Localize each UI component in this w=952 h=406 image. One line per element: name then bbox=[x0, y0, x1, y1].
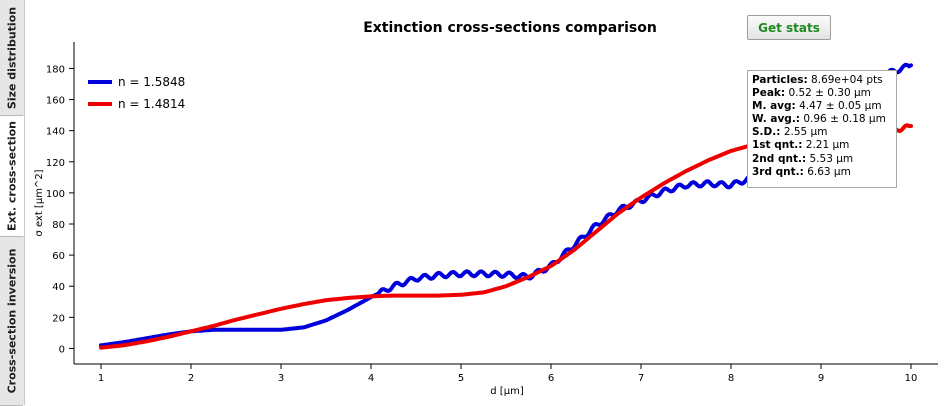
stats-row: 2nd qnt.: 5.53 µm bbox=[752, 153, 892, 166]
tab-size-distribution[interactable]: Size distribution bbox=[0, 0, 23, 116]
stats-row: Peak: 0.52 ± 0.30 µm bbox=[752, 87, 892, 100]
legend-label-1: n = 1.4814 bbox=[118, 97, 185, 111]
stats-label: M. avg: bbox=[752, 100, 796, 113]
stats-label: Peak: bbox=[752, 87, 786, 100]
stats-row: Particles: 8.69e+04 pts bbox=[752, 74, 892, 87]
stats-label: 1st qnt.: bbox=[752, 139, 803, 152]
y-tick-label: 0 bbox=[59, 344, 65, 355]
stats-panel: Particles: 8.69e+04 pts Peak: 0.52 ± 0.3… bbox=[747, 70, 897, 188]
x-tick-label: 8 bbox=[728, 373, 734, 384]
stats-value: 2.21 µm bbox=[805, 139, 850, 152]
x-tick-label: 3 bbox=[278, 373, 284, 384]
y-tick-label: 80 bbox=[52, 220, 65, 231]
x-tick-label: 4 bbox=[368, 373, 374, 384]
stats-row: 3rd qnt.: 6.63 µm bbox=[752, 166, 892, 179]
stats-row: S.D.: 2.55 µm bbox=[752, 126, 892, 139]
stats-value: 4.47 ± 0.05 µm bbox=[799, 100, 882, 113]
stats-row: 1st qnt.: 2.21 µm bbox=[752, 139, 892, 152]
y-tick-label: 20 bbox=[52, 313, 65, 324]
y-tick-label: 160 bbox=[46, 96, 65, 107]
stats-value: 5.53 µm bbox=[809, 152, 854, 165]
y-tick-label: 140 bbox=[46, 127, 65, 138]
y-tick-label: 180 bbox=[46, 64, 65, 75]
x-tick-label: 7 bbox=[638, 373, 644, 384]
stats-label: 2nd qnt.: bbox=[752, 152, 807, 165]
stats-label: W. avg.: bbox=[752, 113, 801, 126]
y-tick-label: 120 bbox=[46, 158, 65, 169]
stats-value: 2.55 µm bbox=[783, 126, 828, 139]
stats-value: 6.63 µm bbox=[807, 165, 851, 178]
y-tick-label: 100 bbox=[46, 189, 65, 200]
y-axis-label: σ ext [µm^2] bbox=[34, 169, 45, 236]
stats-row: W. avg.: 0.96 ± 0.18 µm bbox=[752, 113, 892, 126]
chart-title: Extinction cross-sections comparison bbox=[363, 20, 657, 36]
stats-label: Particles: bbox=[752, 74, 808, 86]
x-tick-label: 10 bbox=[905, 373, 918, 384]
stats-value: 8.69e+04 pts bbox=[811, 74, 883, 86]
y-tick-label: 40 bbox=[52, 282, 65, 293]
y-tick-label: 60 bbox=[52, 251, 65, 262]
sidebar-tabs: Size distribution Ext. cross-section Cro… bbox=[0, 0, 25, 406]
x-tick-label: 9 bbox=[818, 373, 824, 384]
x-tick-label: 6 bbox=[548, 373, 554, 384]
x-tick-label: 5 bbox=[458, 373, 464, 384]
stats-label: S.D.: bbox=[752, 126, 781, 139]
stats-label: 3rd qnt.: bbox=[752, 165, 804, 178]
x-tick-label: 1 bbox=[98, 373, 104, 384]
get-stats-button[interactable]: Get stats bbox=[747, 15, 831, 40]
stats-value: 0.52 ± 0.30 µm bbox=[788, 87, 871, 100]
x-axis-label: d [µm] bbox=[490, 386, 524, 397]
legend-label-0: n = 1.5848 bbox=[118, 75, 185, 89]
tab-ext-cross-section[interactable]: Ext. cross-section bbox=[0, 116, 24, 237]
x-tick-label: 2 bbox=[188, 373, 194, 384]
stats-row: M. avg: 4.47 ± 0.05 µm bbox=[752, 100, 892, 113]
stats-value: 0.96 ± 0.18 µm bbox=[803, 113, 886, 126]
